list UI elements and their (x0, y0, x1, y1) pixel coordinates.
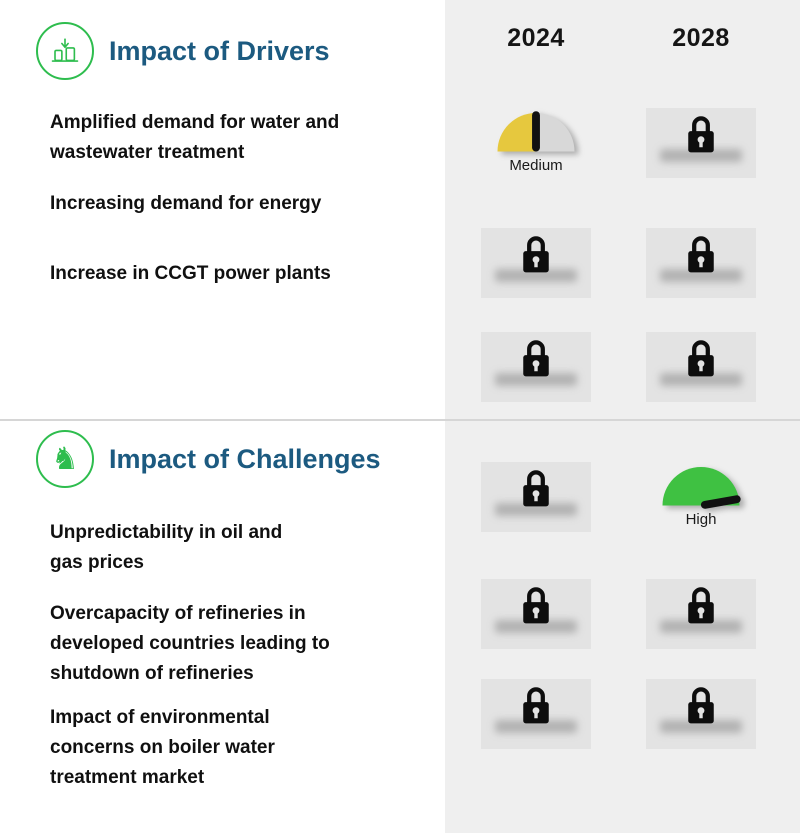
challenge-item-refinery-overcapacity: Overcapacity of refineries in developed … (50, 603, 330, 684)
chess-strategy-icon: ♞ (36, 430, 94, 488)
lock-icon (523, 687, 549, 724)
section-title-drivers: Impact of Drivers (109, 35, 330, 66)
blurred-locked-text (495, 620, 577, 633)
blurred-locked-text (495, 503, 577, 516)
section-divider (0, 419, 800, 421)
blurred-locked-text (660, 620, 742, 633)
lock-icon (523, 470, 549, 507)
locked-rating-cell[interactable] (646, 108, 756, 178)
lock-icon (523, 340, 549, 377)
locked-rating-cell[interactable] (481, 332, 591, 402)
blurred-locked-text (495, 373, 577, 386)
locked-rating-cell[interactable] (481, 579, 591, 649)
water-treatment-plant-icon (36, 22, 94, 80)
gauge-medium-icon (497, 111, 575, 152)
locked-rating-cell[interactable] (481, 228, 591, 298)
drivers-section-header: Impact of Drivers (36, 22, 330, 80)
locked-rating-cell[interactable] (481, 679, 591, 749)
chess-knight-glyph: ♞ (51, 440, 79, 476)
lock-icon (688, 116, 714, 153)
locked-rating-cell[interactable] (481, 462, 591, 532)
blurred-locked-text (660, 720, 742, 733)
lock-icon (688, 340, 714, 377)
lock-icon (523, 587, 549, 624)
lock-icon (523, 236, 549, 273)
section-title-challenges: Impact of Challenges (109, 443, 381, 474)
challenge-item-environmental-concerns: Impact of environmental concerns on boil… (50, 707, 275, 788)
driver-item-water-demand: Amplified demand for water and wastewate… (50, 112, 340, 163)
impact-gauge-medium: Medium (481, 106, 591, 186)
blurred-locked-text (660, 269, 742, 282)
gauge-high-icon (662, 467, 741, 509)
driver-item-ccgt-plants: Increase in CCGT power plants (50, 263, 331, 284)
blurred-locked-text (495, 720, 577, 733)
column-header-2024: 2024 (507, 24, 565, 52)
locked-rating-cell[interactable] (646, 332, 756, 402)
lock-icon (688, 236, 714, 273)
driver-item-energy-demand: Increasing demand for energy (50, 193, 322, 214)
challenges-section-header: ♞ Impact of Challenges (36, 430, 381, 488)
locked-rating-cell[interactable] (646, 228, 756, 298)
column-header-2028: 2028 (672, 24, 730, 52)
lock-icon (688, 687, 714, 724)
locked-rating-cell[interactable] (646, 679, 756, 749)
gauge-value-label: High (685, 511, 717, 528)
impact-gauge-high: High (646, 460, 756, 540)
lock-icon (688, 587, 714, 624)
blurred-locked-text (660, 149, 742, 162)
gauge-value-label: Medium (509, 157, 563, 174)
blurred-locked-text (495, 269, 577, 282)
blurred-locked-text (660, 373, 742, 386)
locked-rating-cell[interactable] (646, 579, 756, 649)
challenge-item-oil-gas-prices: Unpredictability in oil and gas prices (50, 522, 283, 573)
